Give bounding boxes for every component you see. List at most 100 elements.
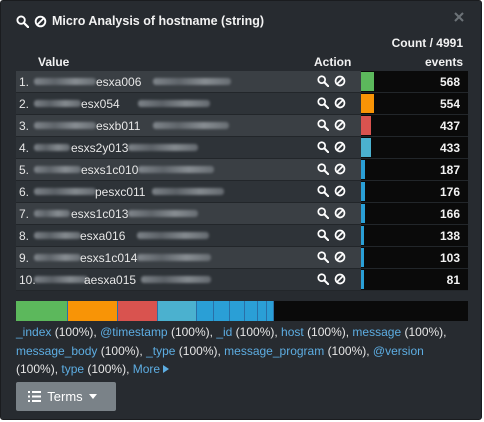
distribution-segment[interactable] xyxy=(158,301,197,321)
terms-button[interactable]: Terms xyxy=(16,382,116,411)
events-bar-track xyxy=(361,247,468,268)
redacted-text xyxy=(128,210,198,217)
events-bar xyxy=(361,116,371,135)
events-bar-track xyxy=(361,115,468,136)
redacted-text xyxy=(138,100,210,107)
field-link[interactable]: _id xyxy=(216,325,233,339)
search-icon[interactable] xyxy=(317,75,329,87)
events-bar xyxy=(361,270,364,289)
field-link[interactable]: _type xyxy=(146,343,176,358)
distribution-segment[interactable] xyxy=(245,301,258,321)
redacted-text xyxy=(153,122,229,129)
action-column-header: Action xyxy=(314,55,352,69)
redacted-text xyxy=(34,232,81,239)
distribution-segment[interactable] xyxy=(230,301,245,321)
ban-icon[interactable] xyxy=(334,75,346,87)
row-value[interactable]: esxb011 xyxy=(96,119,141,133)
row-events: 437 xyxy=(439,119,460,133)
redacted-text xyxy=(34,144,70,151)
field-percentage: (100%) xyxy=(170,325,210,339)
search-icon[interactable] xyxy=(317,251,329,263)
caret-down-icon xyxy=(88,393,97,399)
value-column-header: Value xyxy=(38,55,70,69)
search-icon[interactable] xyxy=(317,229,329,241)
terms-table: 1. esxa006 568 2. esx054 554 3. esxb011 xyxy=(16,71,468,291)
events-bar xyxy=(361,226,364,245)
events-bar xyxy=(361,138,371,157)
events-bar xyxy=(361,248,364,267)
field-percentage: (100%) xyxy=(54,325,94,339)
row-value[interactable]: esx054 xyxy=(81,97,120,111)
row-index: 10. xyxy=(19,273,36,287)
row-index: 2. xyxy=(19,97,30,111)
row-value[interactable]: pesxc011 xyxy=(95,185,146,199)
more-link[interactable]: More xyxy=(133,362,170,376)
redacted-text xyxy=(34,122,96,129)
events-column-header: events xyxy=(424,55,463,69)
ban-icon[interactable] xyxy=(334,119,346,131)
caret-right-icon xyxy=(163,365,170,373)
row-index: 1. xyxy=(19,75,30,89)
events-bar-track xyxy=(361,225,468,246)
table-row: 4. esxs2y013 433 xyxy=(16,137,468,159)
row-value[interactable]: esxs1c010 xyxy=(81,163,139,177)
events-bar-track xyxy=(361,203,468,224)
redacted-text xyxy=(34,254,81,261)
row-events: 554 xyxy=(439,97,460,111)
distribution-segment[interactable] xyxy=(214,301,230,321)
row-actions xyxy=(317,75,349,88)
row-value[interactable]: esxs1c013 xyxy=(71,207,129,221)
search-icon[interactable] xyxy=(317,141,329,153)
search-icon[interactable] xyxy=(317,97,329,109)
redacted-text xyxy=(128,144,198,151)
row-value[interactable]: esxs2y013 xyxy=(71,141,129,155)
distribution-segment[interactable] xyxy=(68,301,118,321)
search-icon[interactable] xyxy=(317,119,329,131)
ban-icon[interactable] xyxy=(334,141,346,153)
ban-icon[interactable] xyxy=(334,207,346,219)
events-bar xyxy=(361,94,374,113)
ban-icon[interactable] xyxy=(34,15,47,28)
row-index: 5. xyxy=(19,163,30,177)
ban-icon[interactable] xyxy=(334,163,346,175)
field-link[interactable]: message_body xyxy=(16,343,98,358)
distribution-segment[interactable] xyxy=(118,301,158,321)
ban-icon[interactable] xyxy=(334,229,346,241)
row-actions xyxy=(317,97,349,110)
row-value[interactable]: esxa016 xyxy=(80,229,126,243)
field-list: _index (100%), @timestamp (100%), _id (1… xyxy=(16,325,447,376)
row-events: 176 xyxy=(439,185,460,199)
close-icon[interactable] xyxy=(453,11,465,23)
field-link[interactable]: message_program xyxy=(224,343,325,358)
row-index: 4. xyxy=(19,141,30,155)
search-icon[interactable] xyxy=(317,273,329,285)
search-icon[interactable] xyxy=(16,14,29,28)
row-events: 433 xyxy=(439,141,460,155)
search-icon[interactable] xyxy=(317,163,329,175)
search-icon[interactable] xyxy=(317,207,329,219)
field-link[interactable]: type xyxy=(61,362,85,376)
row-index: 9. xyxy=(19,251,30,265)
row-events: 166 xyxy=(439,207,460,221)
row-value[interactable]: aesxa015 xyxy=(84,273,137,287)
field-link[interactable]: message xyxy=(352,325,402,339)
ban-icon[interactable] xyxy=(334,185,346,197)
field-percentage: (100%) xyxy=(327,343,367,358)
redacted-text xyxy=(152,188,224,195)
row-actions xyxy=(317,229,349,242)
field-link[interactable]: _index xyxy=(16,325,52,339)
table-row: 7. esxs1c013 166 xyxy=(16,203,468,225)
field-link[interactable]: @timestamp xyxy=(100,325,168,339)
distribution-segment[interactable] xyxy=(16,301,68,321)
row-value[interactable]: esxs1c014 xyxy=(80,251,138,265)
search-icon[interactable] xyxy=(317,185,329,197)
field-link[interactable]: @version xyxy=(372,343,424,358)
ban-icon[interactable] xyxy=(334,273,346,285)
distribution-segment[interactable] xyxy=(197,301,214,321)
field-link[interactable]: host xyxy=(281,325,304,339)
ban-icon[interactable] xyxy=(334,97,346,109)
row-value[interactable]: esxa006 xyxy=(96,75,142,89)
distribution-segment[interactable] xyxy=(258,301,267,321)
distribution-segment[interactable] xyxy=(267,301,274,321)
ban-icon[interactable] xyxy=(334,251,346,263)
